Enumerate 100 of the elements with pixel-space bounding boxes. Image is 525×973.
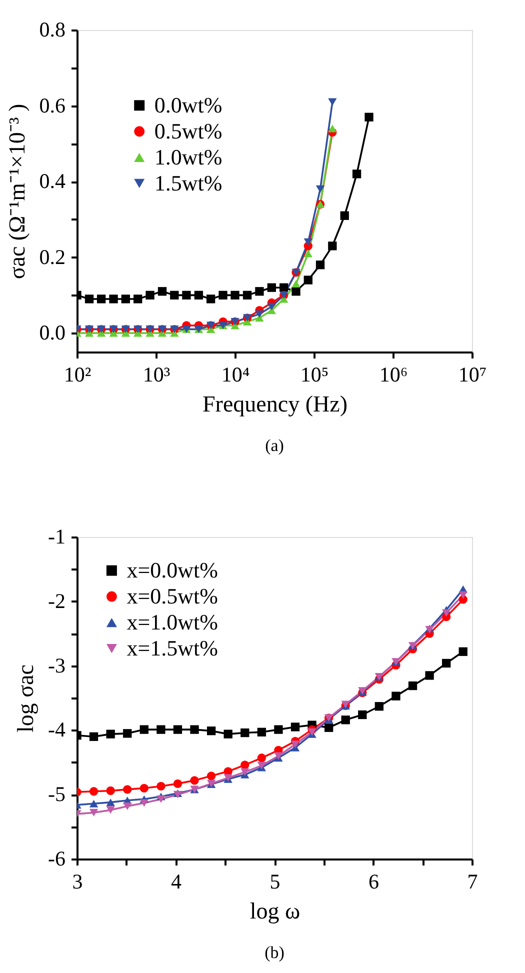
x-tick-label: 6 [368,870,379,894]
x-axis-title: log ω [250,898,300,924]
point [442,658,451,668]
point [316,185,325,193]
point [156,725,166,734]
point [140,784,148,792]
point [328,242,337,250]
point [123,729,132,738]
y-tick-label: 0.4 [39,169,66,194]
point [190,776,199,785]
point [290,722,300,732]
point [121,294,130,304]
point [96,294,106,304]
point [240,760,250,770]
point [442,609,451,617]
point [257,754,266,762]
point [425,671,434,680]
point [292,280,300,288]
y-tick-label: -4 [48,718,66,742]
point [206,726,216,736]
x-tick-label: 10³ [142,362,170,386]
point [218,290,228,300]
point [358,710,367,720]
y-tick-label: 0.2 [39,244,66,269]
y-axis-title: log σac [13,664,38,732]
legend-label: x=0.0wt% [126,558,218,583]
point [292,287,300,296]
point [170,290,179,300]
legend-label: x=0.5wt% [126,584,218,609]
point [408,681,418,690]
point [255,310,264,318]
legend-label: 1.5wt% [154,170,222,196]
point [240,768,250,776]
point [156,782,166,791]
point [173,725,182,734]
y-tick-label: -2 [48,588,66,613]
point [206,294,216,304]
point [267,302,276,310]
y-tick-label: 0.8 [39,18,66,42]
y-tick-label: -6 [48,846,66,870]
point [173,779,182,788]
legend-label: x=1.0wt% [126,610,218,635]
point [106,786,115,796]
point [106,798,115,806]
point [106,730,115,738]
point [304,276,312,284]
point [458,591,468,599]
point [304,250,312,258]
point [140,725,148,734]
point [182,290,191,300]
point [89,800,98,808]
x-tick-label: 3 [72,870,83,894]
point [328,124,337,132]
x-tick-label: 10⁴ [221,362,250,386]
point [304,238,312,246]
x-tick-label: 5 [270,870,280,894]
point [89,732,98,741]
point [340,211,349,220]
y-tick-label: -3 [48,653,66,678]
point [84,294,94,304]
point [230,290,240,300]
point [109,294,118,304]
point [194,290,204,300]
point [328,98,337,106]
point [134,294,142,304]
point [240,728,250,738]
point [190,725,199,734]
text: (a) [265,436,284,455]
x-axis-title: Frequency (Hz) [202,392,348,416]
x-tick-label: 10⁵ [300,362,329,386]
point [123,785,132,794]
point [106,806,115,814]
point [257,728,266,736]
point [224,730,232,738]
point [290,740,300,748]
point [352,170,362,178]
point [156,795,166,803]
point [89,787,98,796]
point [364,112,374,122]
y-tick-label: -1 [48,524,66,548]
x-tick-label: 10⁶ [379,362,408,386]
y-tick-label: 0.6 [39,93,66,118]
point [140,799,148,807]
point [242,290,252,300]
x-tick-label: 7 [467,870,478,894]
point [146,290,154,300]
point [89,808,98,816]
point [123,802,132,810]
y-tick-label: 0.0 [39,320,66,345]
point [158,287,167,296]
point [316,260,325,270]
point [341,716,350,724]
x-tick-label: 4 [171,870,182,894]
legend-label: 1.0wt% [154,144,222,170]
legend-label: 0.0wt% [154,92,222,118]
x-tick-label: 10² [64,362,92,386]
point [274,725,283,734]
y-tick-label: -5 [48,782,66,806]
point [255,287,264,296]
point [267,283,276,292]
